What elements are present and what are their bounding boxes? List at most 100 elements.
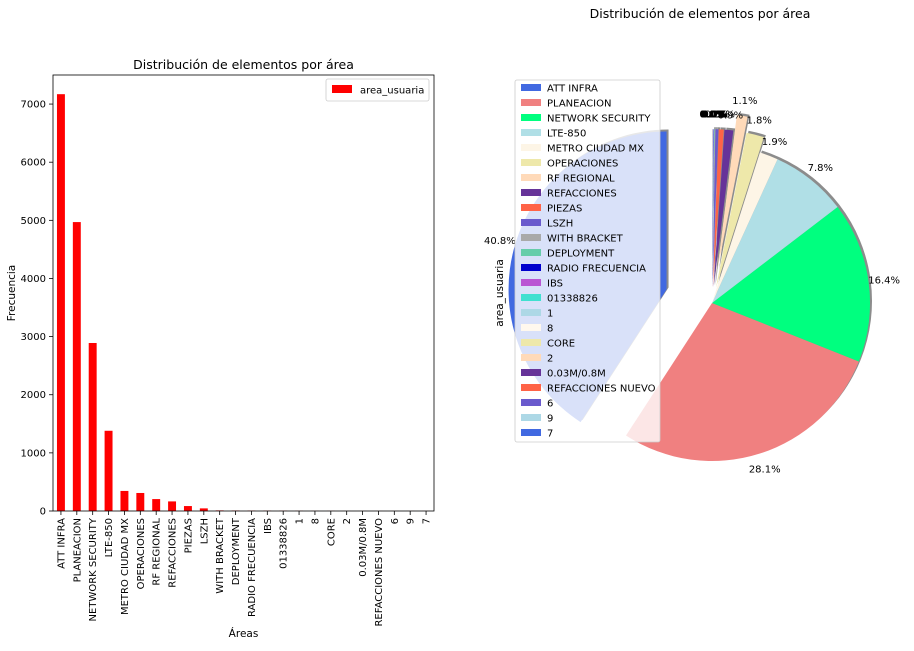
bar (136, 493, 144, 511)
pie-legend-label: 2 (547, 354, 553, 365)
pie-legend-label: 01338826 (547, 294, 598, 305)
pie-percent-label: 28.1% (749, 465, 781, 476)
pie-legend-swatch (521, 399, 541, 406)
pie-legend-label: METRO CIUDAD MX (547, 144, 644, 155)
pie-legend-label: ATT INFRA (547, 84, 598, 95)
pie-legend-swatch (521, 414, 541, 421)
pie-y-axis-label: area_usuaria (494, 259, 506, 327)
pie-percent-label: 0.0% (699, 109, 724, 120)
figure-title: Distribución de elementos por área (590, 6, 811, 21)
bar-x-axis-label: Áreas (229, 627, 259, 640)
pie-legend-swatch (521, 354, 541, 361)
pie-legend-label: RADIO FRECUENCIA (547, 264, 646, 275)
bar (152, 499, 160, 511)
bar-x-tick-label: REFACCIONES (168, 518, 179, 588)
bar (73, 222, 81, 511)
pie-legend-swatch (521, 114, 541, 121)
pie-legend-swatch (521, 324, 541, 331)
bar-x-tick-label: DEPLOYMENT (231, 517, 242, 585)
bar-y-tick-label: 0 (40, 507, 46, 518)
bar-y-tick-label: 5000 (21, 216, 46, 227)
bar-x-tick-label: LTE-850 (104, 518, 115, 557)
pie-legend-label: RF REGIONAL (547, 174, 615, 185)
pie-legend-label: DEPLOYMENT (547, 249, 615, 260)
pie-legend-label: PIEZAS (547, 204, 582, 215)
pie-legend-swatch (521, 369, 541, 376)
pie-legend-label: 0.03M/0.8M (547, 369, 606, 380)
pie-legend-swatch (521, 174, 541, 181)
pie-legend-label: 6 (547, 399, 553, 410)
bar-y-axis-label: Frecuencia (6, 265, 18, 322)
bar-x-tick-label: 01338826 (279, 518, 290, 569)
bar-x-tick-label: 2 (342, 518, 353, 524)
bar-y-tick-label: 1000 (21, 448, 46, 459)
pie-percent-label: 16.4% (868, 275, 900, 286)
pie-legend-label: NETWORK SECURITY (547, 114, 651, 125)
bar-chart-title: Distribución de elementos por área (133, 57, 354, 72)
bar-x-tick-label: OPERACIONES (136, 518, 147, 589)
bar-x-tick-label: PLANEACION (72, 518, 83, 582)
bar-x-tick-label: METRO CIUDAD MX (120, 518, 131, 615)
bar-x-tick-label: IBS (263, 518, 274, 534)
bar-x-tick-label: ATT INFRA (56, 518, 67, 569)
pie-legend-label: REFACCIONES (547, 189, 617, 200)
pie-legend-swatch (521, 339, 541, 346)
pie-legend-swatch (521, 234, 541, 241)
pie-percent-label: 40.8% (484, 236, 516, 247)
pie-legend-label: WITH BRACKET (547, 234, 624, 245)
bar-x-tick-label: WITH BRACKET (215, 517, 226, 594)
bar-x-tick-label: 9 (406, 518, 417, 524)
pie-legend-swatch (521, 144, 541, 151)
pie-legend-swatch (521, 429, 541, 436)
bar-x-tick-label: 1 (295, 518, 306, 524)
pie-legend-swatch (521, 189, 541, 196)
pie-legend: ATT INFRA PLANEACION NETWORK SECURITY LTE-8… (515, 80, 660, 442)
bar-legend: area_usuaria (326, 79, 429, 101)
bar-x-tick-label: 8 (310, 518, 321, 524)
pie-legend-label: 8 (547, 324, 553, 335)
pie-legend-swatch (521, 129, 541, 136)
bar-x-tick-label: 7 (422, 518, 433, 524)
bar-x-tick-label: REFACCIONES NUEVO (374, 518, 385, 627)
bar-x-tick-label: PIEZAS (183, 518, 194, 553)
bar-y-tick-label: 6000 (21, 158, 46, 169)
pie-legend-swatch (521, 219, 541, 226)
pie-percent-label: 1.1% (732, 96, 757, 107)
bar-y-tick-label: 4000 (21, 274, 46, 285)
bar (105, 431, 113, 511)
bar-legend-swatch (332, 85, 352, 93)
pie-legend-swatch (521, 159, 541, 166)
pie-legend-label: 9 (547, 414, 553, 425)
bar-y-tick-label: 3000 (21, 332, 46, 343)
bar-x-tick-label: LSZH (199, 518, 210, 544)
pie-percent-label: 1.9% (762, 137, 787, 148)
pie-legend-label: LSZH (547, 219, 573, 230)
bar-x-tick-label: 0.03M/0.8M (358, 518, 369, 577)
pie-legend-label: LTE-850 (547, 129, 586, 140)
bar-x-tick-label: 6 (390, 518, 401, 524)
bar (184, 506, 192, 511)
bar (57, 94, 65, 511)
pie-legend-swatch (521, 294, 541, 301)
pie-legend-swatch (521, 84, 541, 91)
pie-legend-swatch (521, 309, 541, 316)
pie-legend-swatch (521, 264, 541, 271)
pie-legend-swatch (521, 249, 541, 256)
pie-legend-swatch (521, 384, 541, 391)
bar-x-tick-label: CORE (326, 518, 337, 546)
bar-x-tick-label: RF REGIONAL (152, 518, 163, 586)
bar (168, 501, 176, 511)
pie-legend-label: IBS (547, 279, 563, 290)
pie-legend-label: 7 (547, 429, 553, 440)
pie-legend-label: PLANEACION (547, 99, 611, 110)
bar (89, 343, 97, 511)
bar-x-tick-label: NETWORK SECURITY (88, 517, 99, 621)
pie-legend-label: 1 (547, 309, 553, 320)
bar-legend-label: area_usuaria (360, 86, 424, 97)
bar-x-tick-label: RADIO FRECUENCIA (247, 518, 258, 617)
bar-y-tick-label: 7000 (21, 100, 46, 111)
pie-percent-label: 1.8% (746, 115, 771, 126)
bar-y-tick-label: 2000 (21, 390, 46, 401)
